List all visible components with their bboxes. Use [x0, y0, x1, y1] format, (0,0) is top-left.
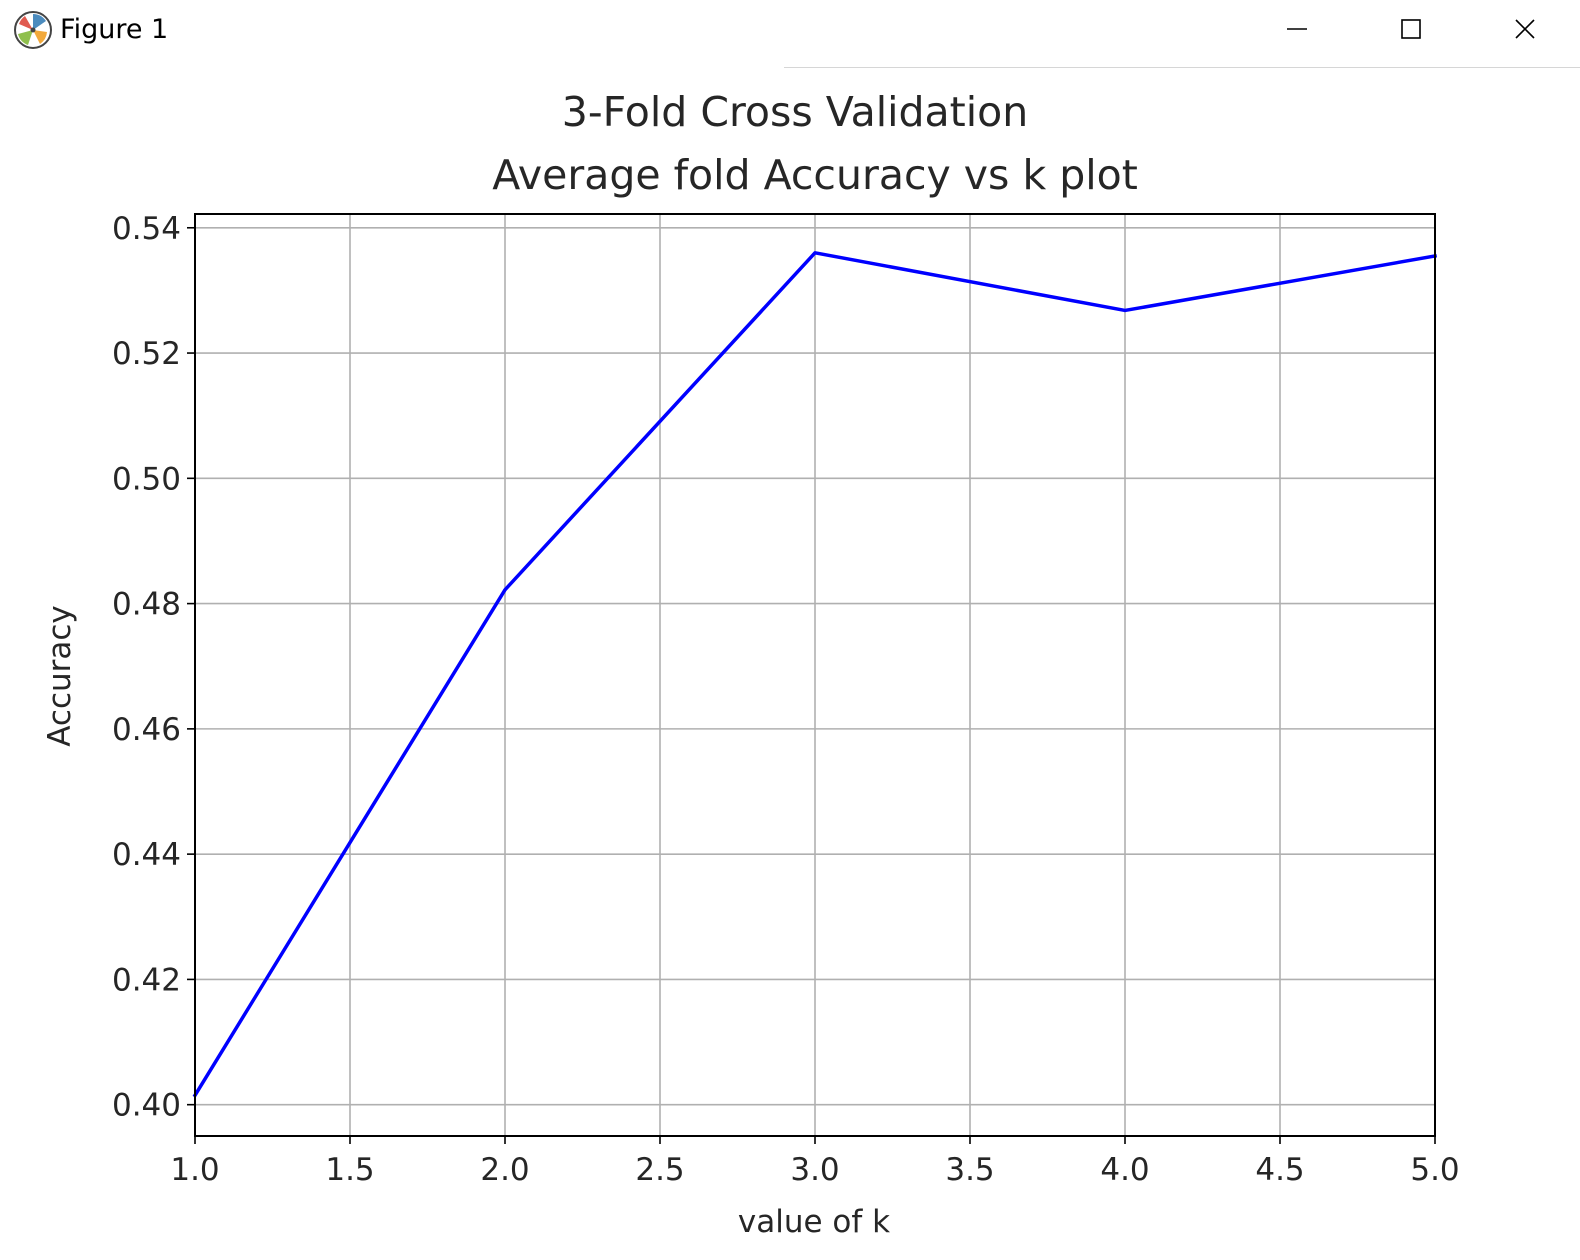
y-tick-label: 0.40 [112, 1088, 181, 1124]
y-tick-label: 0.54 [112, 211, 181, 247]
x-tick-label: 1.0 [170, 1152, 219, 1188]
x-axis-label: value of k [738, 1204, 890, 1240]
window-titlebar: Figure 1 [0, 0, 1580, 62]
x-tick-label: 2.5 [635, 1152, 684, 1188]
x-tick-label: 3.5 [945, 1152, 994, 1188]
close-button[interactable] [1468, 0, 1580, 58]
x-tick-label: 1.5 [325, 1152, 374, 1188]
titlebar-divider [784, 67, 1580, 68]
y-tick-label: 0.52 [112, 336, 181, 372]
close-icon [1515, 19, 1535, 39]
matplotlib-icon [14, 11, 52, 49]
maximize-button[interactable] [1354, 0, 1468, 58]
maximize-icon [1401, 19, 1421, 39]
x-tick-label: 4.5 [1255, 1152, 1304, 1188]
y-tick-label: 0.46 [112, 712, 181, 748]
window-title: Figure 1 [60, 14, 169, 45]
x-tick-label: 4.0 [1100, 1152, 1149, 1188]
minimize-icon [1287, 28, 1307, 30]
y-tick-label: 0.44 [112, 837, 181, 873]
series-line-0 [192, 251, 1438, 1098]
y-tick-label: 0.50 [112, 461, 181, 497]
chart-subtitle: Average fold Accuracy vs k plot [492, 151, 1138, 199]
series-layer [192, 251, 1438, 1098]
x-tick-label: 2.0 [480, 1152, 529, 1188]
y-tick-label: 0.42 [112, 962, 181, 998]
minimize-button[interactable] [1240, 0, 1354, 58]
ticks: 1.0 1.5 2.0 2.5 3.0 3.5 4.0 4.5 5.0 0.40 0.42 0.44 0… [112, 211, 1460, 1188]
chart-title: 3-Fold Cross Validation [562, 88, 1028, 136]
y-axis-label: Accuracy [42, 605, 78, 747]
grid [194, 214, 1436, 1136]
x-tick-label: 5.0 [1410, 1152, 1459, 1188]
x-tick-label: 3.0 [790, 1152, 839, 1188]
y-tick-label: 0.48 [112, 587, 181, 623]
